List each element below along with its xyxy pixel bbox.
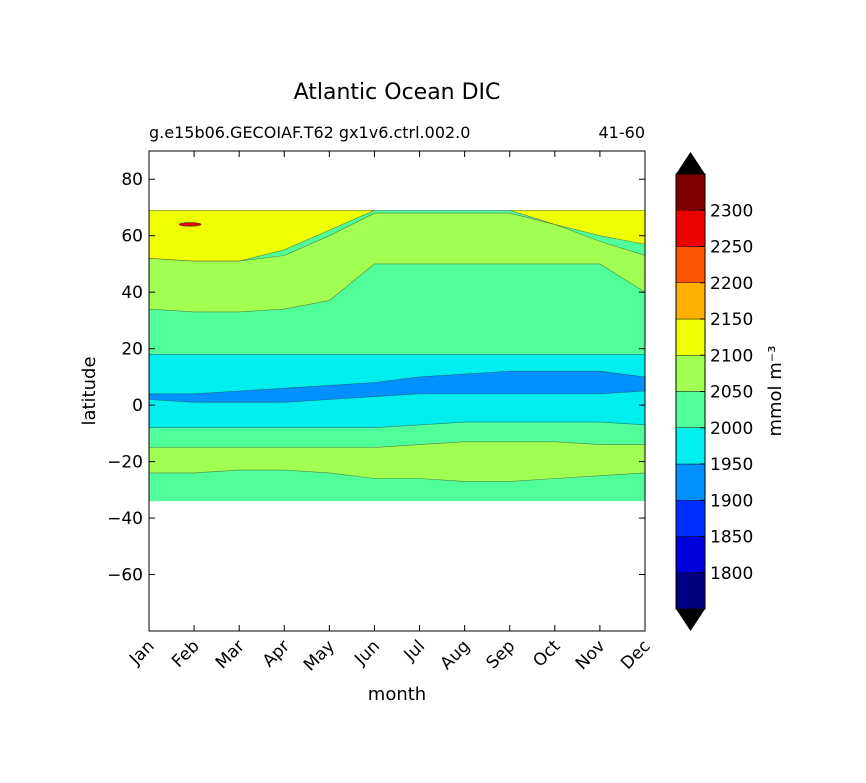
x-tick-label: Jan [125, 636, 158, 669]
contour-band-3 [149, 212, 645, 313]
colorbar-tick-label: 2200 [710, 274, 753, 294]
colorbar-tick-label: 2150 [710, 310, 753, 330]
x-tick-label: Sep [482, 636, 519, 673]
x-tick-label: Nov [572, 636, 610, 674]
y-tick-label: −40 [107, 509, 143, 529]
contour-band-1 [149, 370, 645, 403]
x-tick-label: Dec [617, 636, 654, 673]
colorbar-segment [675, 355, 706, 392]
x-tick-label: Aug [437, 636, 475, 674]
y-tick-label: −20 [107, 453, 143, 473]
y-tick-label: 80 [121, 170, 143, 190]
chart-subtitle-left: g.e15b06.GECOIAF.T62 gx1v6.ctrl.002.0 [149, 123, 470, 142]
colorbar-tick-label: 2300 [710, 201, 753, 221]
colorbar-label: mmol m⁻³ [765, 345, 786, 436]
y-tick-label: 20 [121, 340, 143, 360]
y-tick-label: −60 [107, 566, 143, 586]
colorbar-segment [675, 282, 706, 320]
contour-band-4 [149, 210, 645, 262]
colorbar-segment [675, 173, 706, 211]
colorbar-tick-label: 1900 [710, 491, 753, 511]
colorbar-extend-under [676, 609, 705, 631]
x-tick-label: Jul [400, 636, 429, 665]
y-axis-label: latitude [79, 356, 100, 425]
x-tick-label: Oct [529, 636, 564, 671]
colorbar-segment [675, 536, 706, 573]
colorbar-segment [675, 572, 706, 610]
plot-area: 80 60 40 20 0 −20 −40 −60 Jan Feb Mar Apr May Jun Jul… [107, 150, 655, 675]
colorbar-segment [675, 210, 706, 247]
x-axis-label: month [368, 684, 426, 705]
plot-frame [148, 150, 646, 632]
colorbar-segment [675, 463, 706, 501]
y-axis-ticks: 80 60 40 20 0 −20 −40 −60 [107, 170, 645, 586]
colorbar-tick-label: 2100 [710, 346, 753, 366]
y-tick-label: 0 [132, 396, 143, 416]
y-tick-label: 40 [121, 283, 143, 303]
colorbar-tick-label: 2000 [710, 419, 753, 439]
y-tick-label: 60 [121, 227, 143, 247]
colorbar-extend-over [676, 152, 705, 174]
colorbar-tick-label: 1800 [710, 564, 753, 584]
x-tick-label: Jun [350, 636, 384, 670]
colorbar-tick-label: 1850 [710, 528, 753, 548]
contour-band-2 [149, 441, 645, 482]
colorbar-segment [675, 246, 706, 283]
chart-subtitle-right: 41-60 [599, 123, 646, 142]
contour-spot [178, 222, 202, 227]
colorbar-segment [675, 427, 706, 465]
colorbar-segment [675, 500, 706, 537]
contour-fills [149, 210, 645, 502]
colorbar-segment [675, 318, 706, 356]
colorbar-tick-label: 2050 [710, 383, 753, 403]
x-tick-label: May [300, 636, 339, 675]
chart-title: Atlantic Ocean DIC [294, 80, 501, 105]
x-tick-label: Apr [259, 636, 294, 671]
colorbar-tick-label: 1950 [710, 455, 753, 475]
x-tick-label: Feb [168, 636, 203, 671]
colorbar-segment [675, 391, 706, 428]
colorbar: 1800 1850 1900 1950 2000 2050 2100 2150 2200 2250… [675, 152, 753, 631]
colorbar-tick-label: 2250 [710, 238, 753, 258]
x-tick-label: Mar [212, 636, 249, 673]
